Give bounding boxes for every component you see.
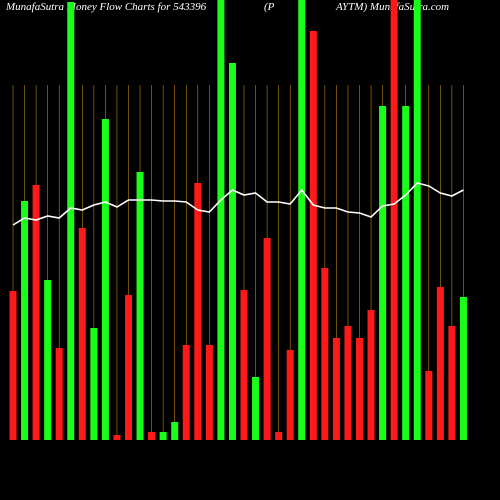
bar [321,268,329,440]
bar [32,185,40,440]
bar [125,295,132,440]
bar [356,338,363,440]
bar [309,31,317,440]
bar [217,0,225,440]
bar [148,432,156,440]
bar [55,348,63,440]
bar [413,0,421,440]
bar [90,328,98,440]
bar [182,345,190,440]
bar [425,371,433,440]
bar [228,63,236,440]
bar [136,172,144,440]
bar [275,432,283,440]
bar [252,377,260,440]
bar [171,422,179,440]
bar [101,119,109,440]
bar [344,326,352,440]
bar [402,106,410,440]
bar [286,350,294,440]
bar [205,345,213,440]
chart-title: MunafaSutra Money Flow Charts for 543396 [5,1,207,13]
bar [459,297,467,440]
bar [332,338,340,440]
bar [390,0,398,440]
bar [194,183,202,440]
bar [159,432,167,440]
line [12,182,464,226]
bar [240,290,248,440]
bar [44,280,52,440]
bar [9,291,17,440]
bar [379,106,387,440]
bar [436,287,444,440]
chart-title: (P [264,1,275,13]
bar [78,228,86,440]
bar [298,0,306,440]
bar [448,326,456,440]
bar [67,2,75,440]
bar [367,310,375,440]
bar [113,435,121,440]
bar [21,201,29,440]
bar [263,238,271,440]
